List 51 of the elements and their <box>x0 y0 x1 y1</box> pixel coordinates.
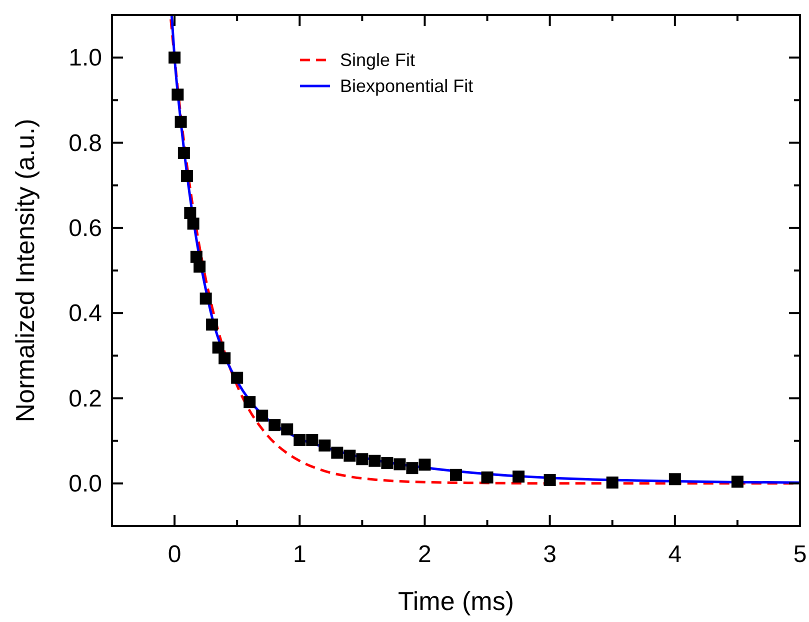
y-axis-title: Normalized Intensity (a.u.) <box>10 118 40 422</box>
x-tick-label: 1 <box>292 541 306 568</box>
point <box>381 456 394 469</box>
point <box>172 88 184 101</box>
point <box>268 419 281 432</box>
point <box>206 318 218 331</box>
y-tick-label: 0.0 <box>68 470 102 498</box>
point <box>318 440 331 452</box>
point <box>544 474 556 486</box>
point <box>184 207 196 220</box>
x-tick-label: 0 <box>168 541 182 568</box>
point <box>281 423 294 436</box>
x-tick-label: 4 <box>668 541 682 568</box>
point <box>181 170 194 182</box>
point <box>187 218 200 230</box>
y-tick-label: 0.4 <box>68 300 102 328</box>
point <box>368 454 381 467</box>
point <box>168 52 181 64</box>
x-axis-title: Time (ms) <box>398 586 514 616</box>
y-tick-label: 1.0 <box>68 44 102 72</box>
point <box>481 471 494 484</box>
point <box>256 410 268 422</box>
point <box>668 473 681 486</box>
y-tick-label: 0.2 <box>68 385 102 412</box>
point <box>194 260 206 273</box>
point <box>200 292 212 305</box>
point <box>356 453 368 466</box>
point <box>606 476 618 489</box>
point <box>512 470 525 483</box>
legend-label: Biexponential Fit <box>340 76 474 96</box>
point <box>344 450 356 462</box>
point <box>244 396 256 408</box>
point <box>418 458 431 471</box>
y-tick-label: 0.6 <box>68 214 102 242</box>
x-tick-label: 5 <box>793 541 807 568</box>
point <box>231 372 244 384</box>
point <box>178 146 190 159</box>
point <box>294 434 306 446</box>
point <box>731 476 744 488</box>
point <box>406 462 418 474</box>
point <box>212 342 224 354</box>
point <box>394 458 406 470</box>
point <box>450 468 462 481</box>
x-tick-label: 3 <box>543 541 556 568</box>
point <box>306 434 318 446</box>
x-tick-label: 2 <box>418 541 432 568</box>
point <box>218 352 231 364</box>
point <box>331 446 344 459</box>
point <box>174 116 187 128</box>
legend-label: Single Fit <box>340 50 416 70</box>
y-tick-label: 0.8 <box>68 130 102 157</box>
